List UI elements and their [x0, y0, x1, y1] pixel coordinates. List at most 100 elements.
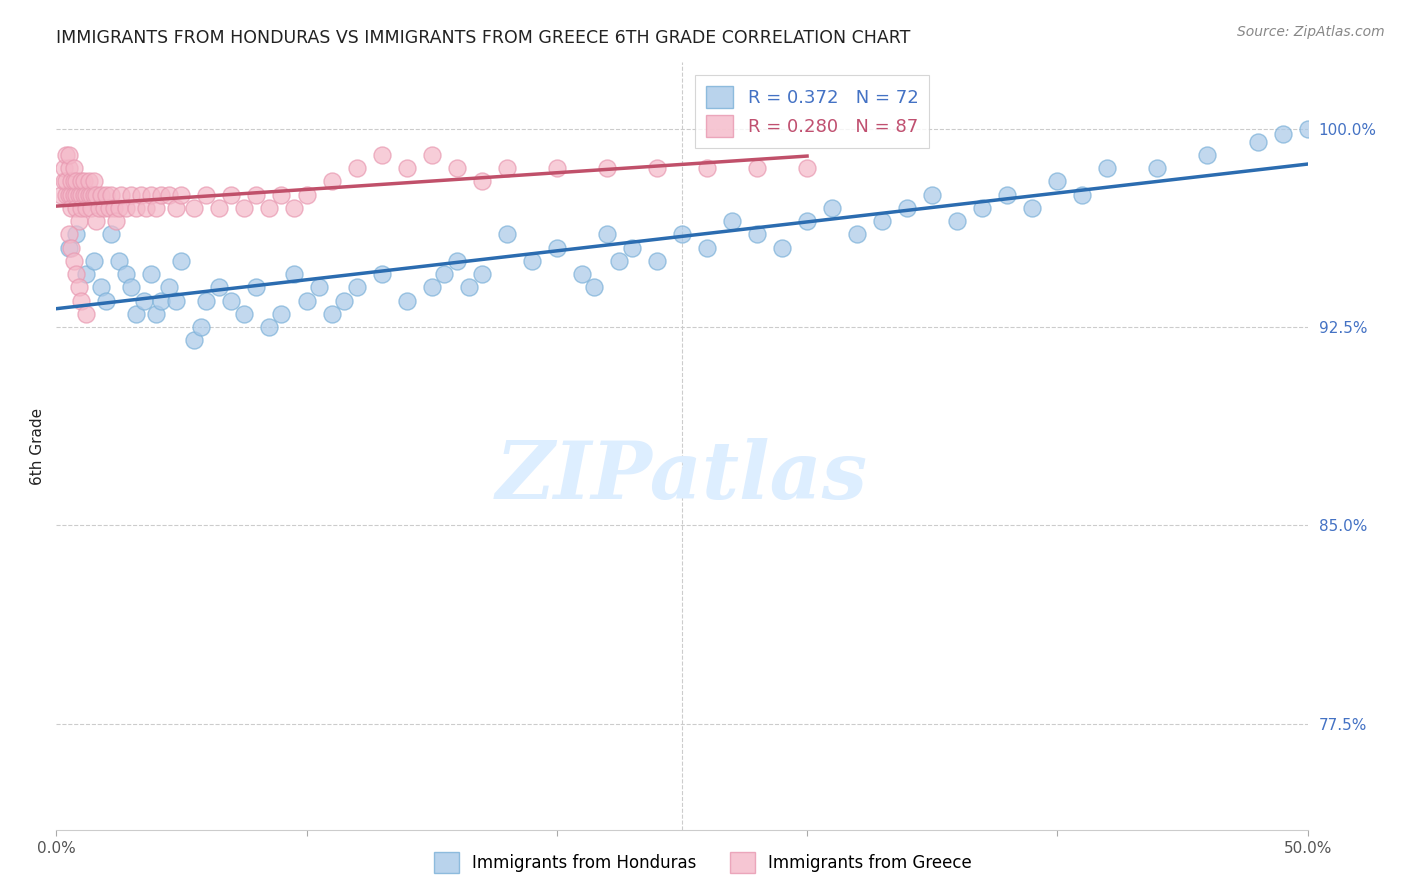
Point	[1296, 121, 1319, 136]
Point	[233, 201, 256, 215]
Point	[60, 241, 83, 255]
Point	[103, 201, 125, 215]
Point	[946, 214, 969, 228]
Point	[283, 201, 305, 215]
Point	[97, 201, 120, 215]
Point	[84, 214, 107, 228]
Point	[135, 201, 157, 215]
Point	[145, 307, 167, 321]
Point	[596, 161, 619, 176]
Point	[170, 253, 193, 268]
Point	[73, 174, 96, 188]
Point	[60, 201, 83, 215]
Point	[65, 201, 87, 215]
Point	[546, 161, 568, 176]
Point	[245, 187, 267, 202]
Point	[58, 187, 80, 202]
Point	[270, 307, 292, 321]
Point	[157, 280, 180, 294]
Point	[115, 267, 138, 281]
Point	[321, 307, 343, 321]
Point	[1071, 187, 1094, 202]
Point	[796, 161, 818, 176]
Point	[596, 227, 619, 242]
Point	[110, 187, 132, 202]
Point	[821, 201, 844, 215]
Point	[87, 201, 110, 215]
Point	[96, 187, 118, 202]
Point	[90, 280, 112, 294]
Point	[73, 187, 96, 202]
Point	[90, 187, 112, 202]
Point	[83, 253, 105, 268]
Point	[67, 280, 90, 294]
Point	[846, 227, 869, 242]
Point	[208, 280, 231, 294]
Point	[70, 174, 93, 188]
Point	[546, 241, 568, 255]
Point	[77, 174, 100, 188]
Point	[108, 253, 131, 268]
Point	[1271, 127, 1294, 141]
Point	[55, 187, 77, 202]
Point	[115, 201, 138, 215]
Point	[58, 241, 80, 255]
Point	[295, 187, 318, 202]
Point	[1246, 135, 1268, 149]
Point	[62, 187, 84, 202]
Point	[458, 280, 481, 294]
Point	[395, 293, 418, 308]
Text: IMMIGRANTS FROM HONDURAS VS IMMIGRANTS FROM GREECE 6TH GRADE CORRELATION CHART: IMMIGRANTS FROM HONDURAS VS IMMIGRANTS F…	[56, 29, 911, 47]
Point	[346, 280, 368, 294]
Point	[696, 161, 718, 176]
Point	[65, 174, 87, 188]
Point	[150, 187, 173, 202]
Point	[433, 267, 456, 281]
Point	[62, 174, 84, 188]
Point	[571, 267, 593, 281]
Point	[495, 161, 517, 176]
Point	[995, 187, 1018, 202]
Point	[721, 214, 744, 228]
Point	[70, 187, 93, 202]
Point	[583, 280, 606, 294]
Point	[58, 161, 80, 176]
Text: ZIPatlas: ZIPatlas	[496, 438, 868, 516]
Point	[67, 214, 90, 228]
Point	[395, 161, 418, 176]
Point	[520, 253, 543, 268]
Point	[125, 201, 148, 215]
Point	[62, 253, 84, 268]
Point	[83, 174, 105, 188]
Point	[51, 187, 73, 202]
Point	[321, 174, 343, 188]
Point	[696, 241, 718, 255]
Point	[257, 320, 280, 334]
Point	[745, 161, 768, 176]
Point	[308, 280, 330, 294]
Point	[80, 201, 103, 215]
Point	[370, 148, 392, 162]
Point	[283, 267, 305, 281]
Point	[671, 227, 693, 242]
Point	[165, 293, 187, 308]
Point	[295, 293, 318, 308]
Point	[75, 307, 97, 321]
Point	[125, 307, 148, 321]
Point	[609, 253, 631, 268]
Point	[70, 293, 93, 308]
Point	[921, 187, 943, 202]
Point	[745, 227, 768, 242]
Point	[145, 201, 167, 215]
Point	[157, 187, 180, 202]
Point	[65, 227, 87, 242]
Point	[471, 267, 494, 281]
Point	[83, 187, 105, 202]
Point	[257, 201, 280, 215]
Point	[195, 293, 218, 308]
Point	[195, 187, 218, 202]
Point	[446, 253, 468, 268]
Point	[420, 148, 443, 162]
Point	[100, 227, 122, 242]
Point	[80, 187, 103, 202]
